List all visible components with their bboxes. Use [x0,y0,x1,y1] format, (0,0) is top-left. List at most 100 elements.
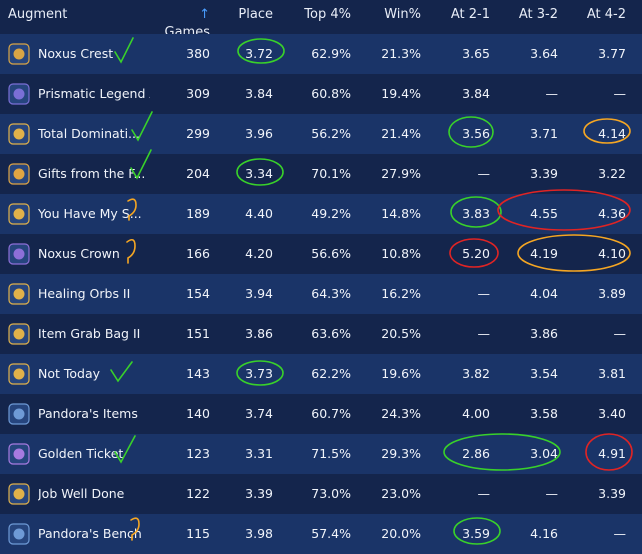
header-top4[interactable]: Top 4% [304,7,351,22]
bag-icon [8,323,30,345]
table-row[interactable]: You Have My S... 189 4.40 49.2% 14.8% 3.83 4.5… [0,194,642,234]
header-games[interactable]: ↑ Games [164,7,210,40]
pandora-bench-icon [8,523,30,545]
cell-top4: 62.2% [311,366,351,381]
cell-top4: 73.0% [311,486,351,501]
pandora-items-icon [8,403,30,425]
augment-name[interactable]: Item Grab Bag II [38,326,141,341]
table-row[interactable]: Noxus Crown 166 4.20 56.6% 10.8% 5.20 4.19 4.10 [0,234,642,274]
header-augment[interactable]: Augment [8,7,68,22]
cell-at42: 3.77 [598,46,626,61]
cell-games: 380 [186,46,210,61]
cell-at42: 3.81 [598,366,626,381]
cell-at21: 3.83 [462,206,490,221]
header-at-2-1[interactable]: At 2-1 [450,7,490,22]
shield-icon [8,363,30,385]
augment-name[interactable]: Job Well Done [38,486,125,501]
augment-name[interactable]: Pandora's Bench [38,526,142,541]
cell-at42: 4.91 [598,446,626,461]
cell-place: 3.72 [245,46,273,61]
cell-at42: 3.22 [598,166,626,181]
cell-win: 29.3% [381,446,421,461]
cell-at21: 3.65 [462,46,490,61]
cell-at21: 4.00 [462,406,490,421]
cell-top4: 71.5% [311,446,351,461]
header-place[interactable]: Place [238,7,273,22]
augment-name[interactable]: Prismatic Legend A [38,86,150,101]
table-row[interactable]: Item Grab Bag II 151 3.86 63.6% 20.5% — 3.86 — [0,314,642,354]
augment-name[interactable]: Total Dominati... [38,126,140,141]
cell-at42: 3.39 [598,486,626,501]
cell-place: 3.39 [245,486,273,501]
augment-name[interactable]: Healing Orbs II [38,286,131,301]
augment-name[interactable]: Not Today [38,366,101,381]
domination-icon [8,123,30,145]
cell-at21: 3.84 [462,86,490,101]
table-row[interactable]: Gifts from the F... 204 3.34 70.1% 27.9% — 3.3… [0,154,642,194]
cell-games: 122 [186,486,210,501]
header-at-3-2[interactable]: At 3-2 [518,7,558,22]
cell-at42: — [613,526,627,541]
cell-at21: — [477,166,491,181]
cell-place: 3.74 [245,406,273,421]
augment-name[interactable]: Golden Ticket [38,446,124,461]
cell-win: 14.8% [381,206,421,221]
sort-arrow-up-icon: ↑ [199,7,210,22]
augment-name[interactable]: Noxus Crest [38,46,114,61]
orbs-icon [8,283,30,305]
cell-win: 24.3% [381,406,421,421]
augment-name[interactable]: You Have My S... [38,206,142,221]
trophy-icon [8,483,30,505]
cell-at42: — [613,86,627,101]
cell-at32: 3.64 [530,46,558,61]
cell-games: 143 [186,366,210,381]
cell-at32: 3.39 [530,166,558,181]
cell-at21: — [477,286,491,301]
table-row[interactable]: Prismatic Legend A 309 3.84 60.8% 19.4% 3.84 —… [0,74,642,114]
table-row[interactable]: Job Well Done 122 3.39 73.0% 23.0% — — 3.39 [0,474,642,514]
cell-at42: 3.89 [598,286,626,301]
cell-win: 19.6% [381,366,421,381]
cell-win: 10.8% [381,246,421,261]
table-row[interactable]: Healing Orbs II 154 3.94 64.3% 16.2% — 4.04 3.8… [0,274,642,314]
cell-at42: 4.36 [598,206,626,221]
header-win[interactable]: Win% [384,7,421,22]
cell-top4: 70.1% [311,166,351,181]
cell-at32: — [545,86,559,101]
table-row[interactable]: Pandora's Items 140 3.74 60.7% 24.3% 4.00 3.58… [0,394,642,434]
cell-games: 140 [186,406,210,421]
cell-win: 21.4% [381,126,421,141]
augment-name[interactable]: Pandora's Items [38,406,138,421]
cell-place: 3.84 [245,86,273,101]
cell-place: 3.34 [245,166,273,181]
cell-win: 23.0% [381,486,421,501]
cell-win: 27.9% [381,166,421,181]
cell-at32: 4.19 [530,246,558,261]
cell-win: 21.3% [381,46,421,61]
table-row[interactable]: Golden Ticket 123 3.31 71.5% 29.3% 2.86 3.04 4.… [0,434,642,474]
cell-games: 189 [186,206,210,221]
cell-games: 123 [186,446,210,461]
table-row[interactable]: Not Today 143 3.73 62.2% 19.6% 3.82 3.54 3.81 [0,354,642,394]
augment-name[interactable]: Noxus Crown [38,246,120,261]
cell-at32: 3.71 [530,126,558,141]
cell-at21: 5.20 [462,246,490,261]
header-at-4-2[interactable]: At 4-2 [586,7,626,22]
cell-at32: 3.86 [530,326,558,341]
cell-at21: 3.56 [462,126,490,141]
table-row[interactable]: Pandora's Bench 115 3.98 57.4% 20.0% 3.59 4.16… [0,514,642,554]
augment-name[interactable]: Gifts from the F... [38,166,146,181]
cell-at21: 3.82 [462,366,490,381]
cell-win: 20.0% [381,526,421,541]
ticket-icon [8,443,30,465]
table-row[interactable]: Noxus Crest 380 3.72 62.9% 21.3% 3.65 3.64 3.77 [0,34,642,74]
legend-icon [8,83,30,105]
sword-icon [8,203,30,225]
cell-games: 299 [186,126,210,141]
table-row[interactable]: Total Dominati... 299 3.96 56.2% 21.4% 3.56 3.… [0,114,642,154]
cell-at42: 3.40 [598,406,626,421]
cell-win: 16.2% [381,286,421,301]
cell-place: 3.96 [245,126,273,141]
cell-at32: 3.58 [530,406,558,421]
cell-top4: 62.9% [311,46,351,61]
